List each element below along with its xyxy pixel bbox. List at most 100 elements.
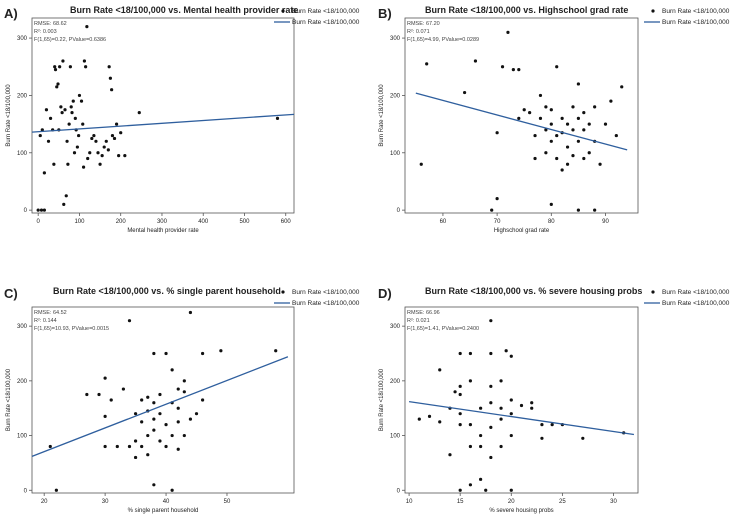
x-tick-label: 30 — [102, 499, 109, 505]
panel-d: D) Burn Rate <18/100,000 vs. % severe hou… — [378, 286, 730, 514]
chart-title: Burn Rate <18/100,000 vs. Highschool gra… — [425, 5, 628, 15]
data-point — [158, 439, 162, 443]
data-point — [121, 387, 125, 391]
data-point — [458, 488, 462, 492]
data-point — [164, 351, 168, 356]
y-tick-label: 100 — [17, 151, 28, 157]
legend-line-label: Burn Rate <18/100,000 — [292, 300, 360, 307]
chart-title: Burn Rate <18/100,000 vs. % single paren… — [53, 286, 281, 296]
data-point — [69, 105, 73, 109]
data-point — [582, 111, 586, 115]
data-point — [571, 128, 575, 132]
data-point — [565, 122, 570, 126]
data-point — [48, 116, 53, 120]
data-point — [522, 108, 526, 112]
data-point — [479, 433, 483, 438]
data-point — [103, 414, 107, 419]
data-point — [42, 208, 46, 212]
data-point — [137, 111, 141, 115]
y-tick-label: 300 — [17, 36, 28, 42]
data-point — [146, 395, 150, 399]
data-point — [479, 477, 483, 481]
x-tick-label: 90 — [602, 219, 609, 225]
data-point — [63, 108, 67, 112]
data-point — [97, 392, 101, 397]
data-point — [85, 392, 89, 397]
data-point — [509, 398, 513, 402]
y-tick-label: 100 — [390, 151, 401, 157]
x-tick-label: 400 — [198, 219, 209, 225]
data-point — [544, 128, 548, 132]
data-point — [176, 387, 180, 391]
data-point — [549, 139, 553, 143]
data-point — [117, 154, 121, 158]
data-point — [84, 65, 88, 69]
data-point — [114, 122, 119, 126]
data-point — [509, 354, 513, 358]
x-axis-label: Highschool grad rate — [494, 228, 550, 234]
stat-line: RMSE: 66.96 — [407, 310, 440, 316]
data-point — [479, 406, 483, 410]
data-point — [133, 439, 138, 443]
data-point — [152, 401, 156, 405]
data-point — [127, 319, 132, 323]
x-tick-label: 70 — [494, 219, 501, 225]
data-point — [107, 65, 111, 69]
y-tick-label: 0 — [397, 208, 401, 214]
data-point — [509, 488, 513, 492]
data-point — [88, 151, 92, 155]
data-point — [489, 384, 493, 388]
data-point — [39, 208, 44, 212]
data-point — [274, 349, 278, 353]
data-point — [164, 444, 168, 449]
data-point — [511, 68, 515, 72]
legend-points-label: Burn Rate <18/100,000 — [662, 8, 730, 15]
data-point — [188, 417, 193, 421]
y-axis-label: Burn Rate <18/100,000 — [6, 84, 12, 147]
y-tick-label: 100 — [390, 434, 401, 440]
data-point — [158, 392, 162, 397]
legend-point-marker — [281, 290, 285, 294]
x-tick-label: 100 — [74, 219, 85, 225]
legend-line-label: Burn Rate <18/100,000 — [662, 300, 730, 307]
data-point — [555, 133, 559, 138]
data-point — [489, 319, 493, 323]
data-point — [550, 423, 554, 427]
data-point — [560, 116, 564, 120]
data-point — [119, 131, 123, 135]
data-point — [540, 436, 544, 440]
data-point — [194, 412, 199, 416]
y-tick-label: 0 — [24, 208, 28, 214]
data-point — [417, 417, 421, 421]
data-point — [549, 122, 553, 126]
stat-line: R²: 0.071 — [407, 29, 430, 35]
data-point — [182, 390, 186, 394]
data-point — [44, 108, 49, 112]
data-point — [176, 420, 180, 424]
data-point — [103, 376, 107, 380]
data-point — [565, 145, 570, 149]
data-point — [533, 133, 537, 138]
data-point — [538, 116, 543, 120]
data-point — [463, 90, 467, 95]
data-point — [123, 154, 127, 158]
stat-line: R²: 0.144 — [34, 318, 57, 324]
stat-line: R²: 0.003 — [34, 29, 57, 35]
data-point — [517, 68, 521, 72]
stat-line: F(1,65)=4.99, PValue=0.0289 — [407, 37, 479, 43]
data-point — [473, 59, 478, 63]
data-point — [219, 349, 223, 353]
data-point — [555, 65, 559, 69]
data-point — [58, 65, 62, 69]
data-point — [517, 116, 521, 120]
data-point — [458, 412, 462, 416]
data-point — [104, 139, 108, 143]
data-point — [158, 412, 162, 416]
data-point — [176, 447, 180, 451]
data-point — [468, 483, 473, 487]
data-point — [92, 133, 96, 138]
panel-label: B) — [378, 6, 392, 21]
data-point — [587, 122, 591, 126]
data-point — [70, 111, 74, 115]
data-point — [598, 162, 602, 166]
